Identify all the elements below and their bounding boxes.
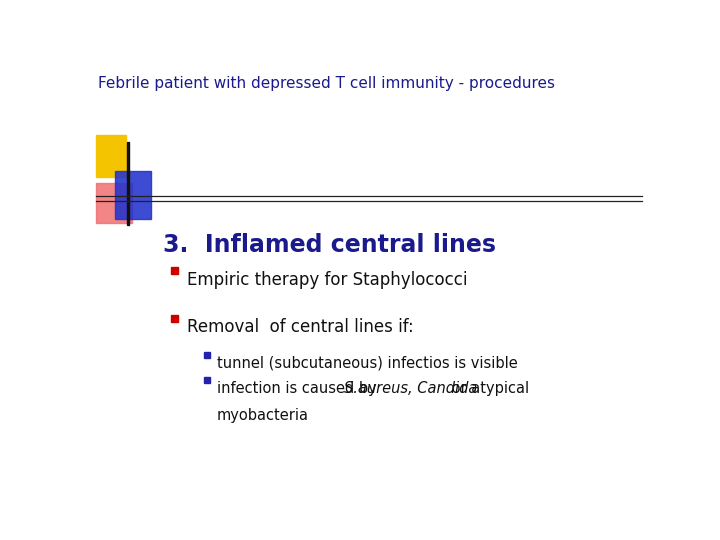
Bar bbox=[96, 136, 126, 177]
Bar bbox=[204, 352, 210, 357]
Text: Febrile patient with depressed T cell immunity - procedures: Febrile patient with depressed T cell im… bbox=[99, 77, 555, 91]
Text: Removal  of central lines if:: Removal of central lines if: bbox=[186, 319, 413, 336]
Bar bbox=[171, 267, 178, 274]
Bar bbox=[115, 171, 151, 219]
Text: or atypical: or atypical bbox=[447, 381, 529, 396]
Bar bbox=[204, 377, 210, 383]
Bar bbox=[127, 141, 129, 225]
Text: 3.  Inflamed central lines: 3. Inflamed central lines bbox=[163, 233, 495, 257]
Text: Empiric therapy for Staphylococci: Empiric therapy for Staphylococci bbox=[186, 271, 467, 288]
Text: tunnel (subcutaneous) infectios is visible: tunnel (subcutaneous) infectios is visib… bbox=[217, 355, 518, 370]
Text: S.aureus, Candida: S.aureus, Candida bbox=[344, 381, 477, 396]
Text: myobacteria: myobacteria bbox=[217, 408, 309, 423]
Bar bbox=[96, 183, 132, 223]
Text: infection is caused by: infection is caused by bbox=[217, 381, 381, 396]
Bar bbox=[171, 315, 178, 322]
